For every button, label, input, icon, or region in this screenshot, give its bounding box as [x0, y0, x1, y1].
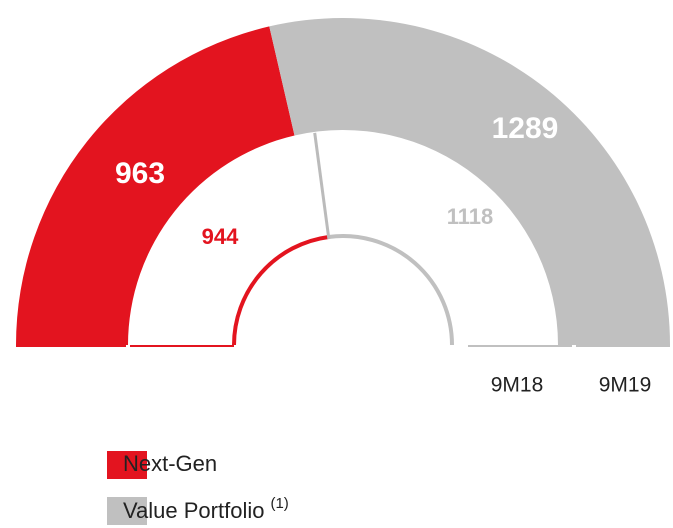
data-label: 963: [115, 157, 165, 190]
segment-edge: [232, 234, 329, 346]
ring-label: 9M19: [599, 374, 652, 397]
legend-swatch: [107, 497, 147, 525]
separator: [313, 132, 331, 240]
legend-text: Next-Gen: [123, 451, 217, 476]
segment: [269, 18, 670, 346]
legend-text: Value Portfolio: [123, 498, 264, 523]
segment-edge: [328, 234, 454, 346]
data-label: 944: [202, 224, 239, 249]
data-label: 1118: [447, 204, 494, 229]
legend-label: Next-Gen: [123, 451, 217, 476]
legend-footnote: (1): [270, 495, 288, 512]
ring-label: 9M18: [491, 374, 544, 397]
segment: [16, 26, 295, 346]
rings: 944 1118 963 1289: [16, 18, 670, 347]
segment: [314, 131, 557, 345]
legend-label: Value Portfolio (1): [123, 495, 289, 523]
data-label: 1289: [492, 112, 559, 145]
segment: [129, 132, 329, 345]
legend-swatch: [107, 451, 147, 479]
